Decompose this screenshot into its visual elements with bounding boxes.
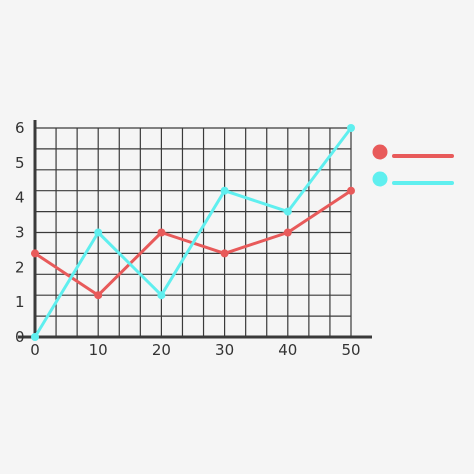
- series-2-point: [347, 124, 355, 132]
- x-tick-label: 30: [215, 341, 234, 359]
- series-2-point: [94, 228, 103, 237]
- x-tick-label: 10: [89, 341, 108, 359]
- legend: [372, 144, 454, 187]
- series-1-point: [220, 249, 229, 258]
- y-tick-label: 0: [15, 328, 25, 346]
- series-2-point: [31, 333, 39, 341]
- y-tick-label: 2: [15, 258, 25, 276]
- series-1-point: [283, 228, 292, 237]
- x-tick-label: 40: [278, 341, 297, 359]
- legend-marker-2: [372, 171, 388, 187]
- axes: 0 10 20 30 40 50 0 1 2 3 4 5 6: [15, 119, 372, 359]
- y-tick-label: 6: [15, 119, 25, 137]
- x-tick-label: 0: [30, 341, 40, 359]
- y-tick-label: 4: [15, 189, 25, 207]
- series-lines: [31, 124, 355, 341]
- series-2-point: [283, 207, 292, 216]
- legend-marker-1: [372, 144, 388, 160]
- x-tick-label: 20: [152, 341, 171, 359]
- y-tick-label: 3: [15, 224, 25, 242]
- series-1-point: [31, 249, 39, 258]
- series-line-2: [33, 126, 353, 339]
- grid: [34, 127, 352, 338]
- x-tick-label: 50: [341, 341, 360, 359]
- series-2-point: [220, 186, 229, 195]
- series-1-point: [94, 291, 103, 300]
- y-tick-label: 5: [15, 154, 25, 172]
- series-2-point: [157, 291, 166, 300]
- y-tick-label: 1: [15, 293, 25, 311]
- series-1-point: [347, 186, 355, 195]
- series-1-point: [157, 228, 166, 237]
